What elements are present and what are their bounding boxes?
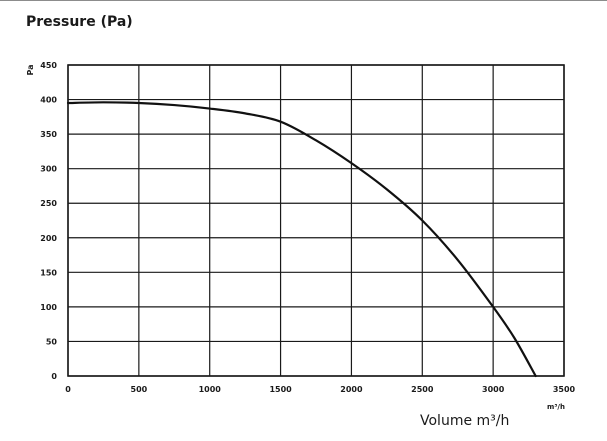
x-tick-label: 2000 (340, 385, 363, 394)
y-tick-label: 100 (40, 303, 57, 312)
x-tick-label: 1000 (199, 385, 222, 394)
y-axis-label: Pa (26, 64, 35, 75)
plot-frame (67, 64, 565, 377)
tick-labels: 0 50 100 150 200 250 300 350 400 450 0 500 1000 1500 2… (40, 61, 575, 394)
y-tick-label: 350 (40, 130, 57, 139)
x-tick-label: 500 (131, 385, 148, 394)
grid (67, 64, 565, 377)
y-tick-label: 400 (40, 96, 57, 105)
pressure-curve (66, 101, 537, 378)
y-tick-label: 150 (40, 268, 57, 277)
x-tick-label: 1500 (269, 385, 292, 394)
x-tick-label: 3500 (553, 385, 576, 394)
y-tick-label: 50 (46, 337, 58, 346)
y-tick-label: 200 (40, 234, 57, 243)
y-tick-label: 250 (40, 199, 57, 208)
x-tick-label: 3000 (482, 385, 505, 394)
y-tick-label: 450 (40, 61, 57, 70)
x-axis-unit: m³/h (547, 403, 565, 411)
x-tick-label: 2500 (411, 385, 434, 394)
x-axis-title: Volume m³/h (420, 413, 510, 429)
x-tick-label: 0 (65, 385, 71, 394)
y-tick-label: 0 (51, 372, 57, 381)
series-layer (66, 101, 537, 378)
top-divider (0, 0, 607, 1)
y-tick-label: 300 (40, 165, 57, 174)
chart-title: Pressure (Pa) (26, 14, 133, 30)
